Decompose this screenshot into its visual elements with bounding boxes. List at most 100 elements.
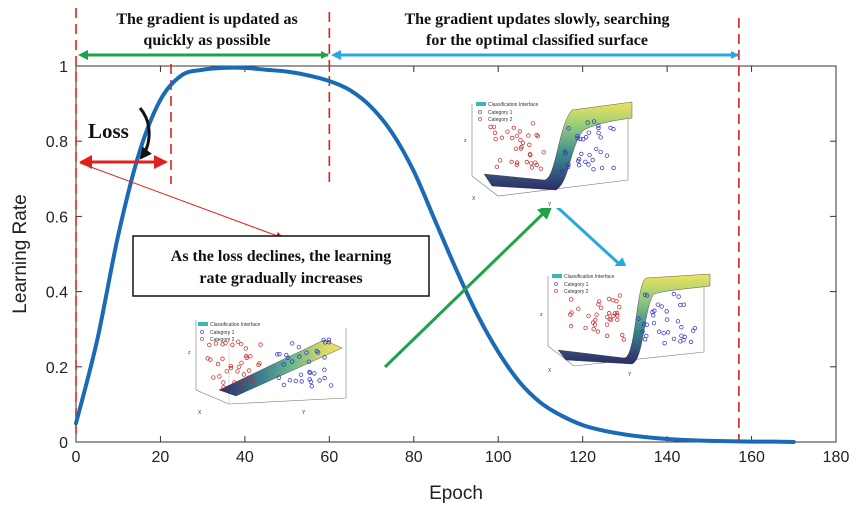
category2-point [615, 313, 620, 318]
x-tick-label: 140 [654, 449, 681, 466]
category2-point [605, 314, 610, 320]
category1-point [591, 167, 596, 172]
category2-point [494, 164, 500, 170]
category1-point [587, 152, 592, 158]
category2-point [511, 125, 516, 131]
inset2-surface [483, 101, 633, 191]
category2-point [213, 341, 219, 346]
category1-point [317, 378, 322, 383]
category1-point [671, 336, 677, 342]
category2-point [534, 132, 539, 138]
category2-point [606, 311, 612, 316]
category2-point [217, 374, 222, 379]
category1-point [664, 309, 669, 314]
category1-point [281, 362, 286, 367]
category2-point [497, 158, 503, 163]
category1-point [312, 371, 317, 376]
category2-point [583, 325, 588, 331]
category2-point [514, 162, 520, 167]
category1-point [640, 329, 645, 334]
category1-point [577, 156, 582, 162]
category1-point [594, 146, 599, 152]
y-ticks: 0 0.2 0.4 0.6 0.8 1 [46, 59, 836, 452]
inset3-axis-x: X [548, 368, 552, 374]
inset1-axis-x: X [198, 410, 202, 416]
x-tick-label: 40 [236, 449, 254, 466]
category2-point [232, 380, 237, 385]
inset1-points [205, 337, 334, 390]
category2-point [493, 136, 498, 142]
category2-point [258, 342, 263, 347]
category2-point [569, 297, 574, 302]
category1-point [565, 164, 571, 170]
category1-point [596, 130, 601, 136]
category2-point [491, 124, 497, 129]
phase1-text-line1: The gradient is updated as [116, 11, 297, 28]
category2-point [595, 329, 601, 334]
loss-curved-arrow [138, 107, 152, 160]
inset-plot-early: Classification Interface Category 1 Cate… [174, 312, 384, 416]
category2-point [247, 368, 252, 373]
category1-point [611, 165, 616, 171]
category2-point [514, 133, 520, 139]
category2-point [529, 165, 535, 170]
category2-point [541, 150, 546, 155]
inset3-surface [557, 273, 711, 365]
category2-point [520, 140, 526, 145]
category1-point [664, 317, 670, 322]
category2-point [594, 312, 599, 317]
category1-point [678, 339, 683, 344]
inset2-legend-cat1: Category 1 [488, 110, 513, 116]
category1-point [641, 322, 647, 327]
category1-point [583, 159, 588, 165]
inset1-legend-title: Classification Interface [210, 322, 261, 328]
inset3-box [547, 276, 705, 367]
category1-point [275, 352, 280, 357]
category1-point [659, 304, 664, 309]
category2-point [509, 159, 514, 165]
category1-point [604, 153, 610, 158]
category1-point [579, 151, 584, 157]
category1-point [297, 354, 302, 359]
category2-point [593, 317, 598, 323]
category1-point [307, 377, 312, 382]
category2-point [221, 380, 226, 385]
category1-point [596, 125, 601, 131]
category1-point [679, 325, 684, 330]
category2-point [529, 161, 534, 166]
inset2-legend-title: Classification Interface [488, 102, 539, 108]
annotation-box-line1: As the loss declines, the learning [171, 248, 391, 265]
category1-point [598, 135, 603, 140]
y-tick-label: 0.8 [46, 134, 68, 151]
category1-point [599, 165, 605, 170]
category2-point [535, 134, 541, 139]
category1-point [315, 350, 321, 355]
category1-point [586, 162, 591, 167]
category2-point [241, 372, 247, 377]
category1-point [682, 334, 687, 340]
category1-point [578, 136, 583, 142]
category1-point [678, 302, 683, 308]
category2-point [604, 333, 610, 338]
category1-point [328, 383, 334, 388]
category2-point [221, 384, 226, 390]
x-tick-label: 60 [320, 449, 338, 466]
category2-point [215, 361, 221, 367]
category1-point [651, 313, 656, 318]
category2-point [591, 320, 596, 325]
category1-point [298, 372, 304, 377]
y-tick-label: 0.4 [46, 285, 68, 302]
category1-point [276, 375, 282, 380]
y-tick-label: 0 [59, 435, 68, 452]
learning-rate-curve [74, 65, 796, 444]
category2-point [243, 346, 248, 351]
category1-point [636, 316, 641, 321]
category2-point [224, 369, 229, 374]
category1-point [651, 320, 657, 326]
category1-point [581, 137, 586, 142]
category1-point [642, 292, 648, 297]
category2-point [615, 317, 620, 322]
category1-point [560, 169, 565, 174]
category2-point [617, 304, 622, 310]
x-tick-label: 100 [485, 449, 512, 466]
